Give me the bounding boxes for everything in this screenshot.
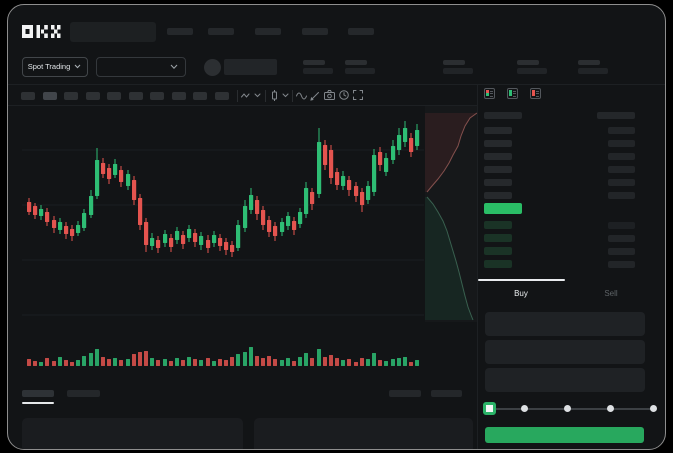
book-bids-icon[interactable] bbox=[506, 87, 518, 99]
book-asks-icon[interactable] bbox=[529, 87, 541, 99]
timeframe-button[interactable] bbox=[63, 91, 78, 100]
bid-price-placeholder[interactable] bbox=[483, 233, 512, 242]
stat-value-placeholder bbox=[516, 67, 547, 74]
ask-amount-placeholder bbox=[607, 126, 635, 134]
order-price-input[interactable] bbox=[484, 311, 645, 336]
active-tab-indicator bbox=[477, 278, 565, 281]
order-total-input[interactable] bbox=[484, 367, 645, 392]
slider-step-dot[interactable] bbox=[521, 405, 528, 412]
order-form-tabs: Buy Sell bbox=[477, 278, 658, 304]
chevron-down-icon[interactable] bbox=[282, 93, 289, 98]
orderbook-header-amount-col bbox=[596, 111, 635, 119]
order-history-placeholder bbox=[253, 417, 473, 449]
stat-value-placeholder bbox=[302, 67, 333, 74]
stat-value-placeholder bbox=[577, 67, 608, 74]
chevron-down-icon bbox=[74, 64, 81, 69]
bid-amount-placeholder bbox=[607, 261, 635, 269]
chevron-down-icon[interactable] bbox=[254, 93, 261, 98]
bottom-tab-inactive[interactable] bbox=[66, 389, 100, 397]
ask-amount-placeholder bbox=[607, 178, 635, 186]
stat-label-placeholder bbox=[442, 59, 465, 65]
amount-slider-handle[interactable] bbox=[482, 401, 496, 415]
topnav-item[interactable] bbox=[301, 27, 328, 35]
draw-pencil-icon[interactable] bbox=[309, 90, 320, 101]
book-combined-icon[interactable] bbox=[483, 87, 495, 99]
ask-price-placeholder[interactable] bbox=[483, 165, 512, 173]
bottom-tab-active[interactable] bbox=[21, 389, 54, 397]
timeframe-button[interactable] bbox=[85, 91, 100, 100]
ask-amount-placeholder bbox=[607, 139, 635, 147]
bottom-action-2[interactable] bbox=[430, 389, 462, 397]
tab-sell[interactable]: Sell bbox=[565, 285, 658, 303]
timeframe-button[interactable] bbox=[20, 91, 35, 100]
okx-logo[interactable] bbox=[21, 24, 62, 38]
ask-price-placeholder[interactable] bbox=[483, 139, 512, 147]
topnav-item[interactable] bbox=[207, 27, 234, 35]
ask-amount-placeholder bbox=[607, 191, 635, 199]
indicator-wave-icon[interactable] bbox=[295, 92, 307, 100]
camera-icon[interactable] bbox=[323, 89, 335, 100]
clock-icon[interactable] bbox=[338, 89, 349, 100]
timeframe-button[interactable] bbox=[214, 91, 229, 100]
chevron-down-icon bbox=[170, 64, 177, 69]
ask-price-placeholder[interactable] bbox=[483, 191, 512, 199]
candle-type-icon[interactable] bbox=[270, 89, 279, 101]
slider-step-dot[interactable] bbox=[607, 405, 614, 412]
slider-step-dot[interactable] bbox=[650, 405, 657, 412]
stat-label-placeholder bbox=[344, 59, 367, 65]
topnav-item[interactable] bbox=[166, 27, 193, 35]
slider-step-dot[interactable] bbox=[564, 405, 571, 412]
timeframe-button[interactable] bbox=[42, 91, 57, 100]
tab-buy[interactable]: Buy bbox=[478, 285, 565, 303]
pair-dropdown[interactable] bbox=[95, 56, 186, 77]
topnav-item[interactable] bbox=[347, 27, 374, 35]
ask-amount-placeholder bbox=[607, 165, 635, 173]
ticker-avatar bbox=[203, 58, 221, 76]
timeframe-button[interactable] bbox=[192, 91, 207, 100]
orderbook-last-price[interactable] bbox=[483, 202, 522, 214]
order-amount-input[interactable] bbox=[484, 339, 645, 364]
timeframe-button[interactable] bbox=[171, 91, 186, 100]
trade-mode-button[interactable]: Spot Trading bbox=[21, 56, 88, 77]
candlestick-chart[interactable] bbox=[20, 105, 478, 372]
stat-label-placeholder bbox=[302, 59, 325, 65]
trade-mode-label: Spot Trading bbox=[27, 62, 71, 71]
app-screen: Spot Trading bbox=[8, 5, 665, 449]
buy-submit-button[interactable] bbox=[484, 426, 644, 443]
ask-amount-placeholder bbox=[607, 152, 635, 160]
stat-value-placeholder bbox=[344, 67, 375, 74]
fullscreen-icon[interactable] bbox=[352, 89, 363, 100]
ask-price-placeholder[interactable] bbox=[483, 152, 512, 160]
stat-value-placeholder bbox=[442, 67, 473, 74]
bid-price-placeholder[interactable] bbox=[483, 260, 512, 269]
line-style-icon[interactable] bbox=[240, 91, 252, 100]
timeframe-button[interactable] bbox=[149, 91, 164, 100]
bid-price-placeholder[interactable] bbox=[483, 247, 512, 256]
orderbook-header-price-col bbox=[483, 111, 522, 119]
bottom-tab-underline bbox=[21, 401, 54, 404]
bid-amount-placeholder bbox=[607, 248, 635, 256]
bid-price-placeholder[interactable] bbox=[483, 220, 512, 229]
ticker-price-placeholder bbox=[223, 58, 277, 75]
pair-search-placeholder[interactable] bbox=[69, 21, 156, 42]
tab-buy-label: Buy bbox=[514, 289, 528, 298]
topnav-item[interactable] bbox=[254, 27, 281, 35]
bid-amount-placeholder bbox=[607, 234, 635, 242]
stat-label-placeholder bbox=[577, 59, 600, 65]
tab-sell-label: Sell bbox=[604, 289, 618, 298]
ask-price-placeholder[interactable] bbox=[483, 126, 512, 134]
timeframe-button[interactable] bbox=[128, 91, 143, 100]
bottom-action-1[interactable] bbox=[388, 389, 421, 397]
open-orders-placeholder bbox=[21, 417, 243, 449]
bid-amount-placeholder bbox=[607, 221, 635, 229]
stat-label-placeholder bbox=[516, 59, 539, 65]
app-window: Spot Trading bbox=[7, 4, 666, 450]
timeframe-button[interactable] bbox=[106, 91, 121, 100]
ask-price-placeholder[interactable] bbox=[483, 178, 512, 186]
